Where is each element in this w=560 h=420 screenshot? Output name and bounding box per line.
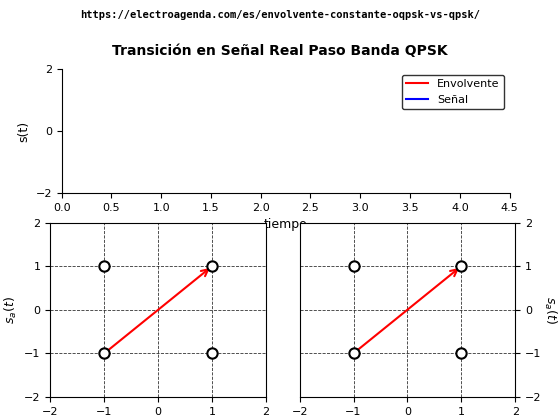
Point bbox=[208, 350, 217, 357]
X-axis label: tiempo: tiempo bbox=[264, 218, 307, 231]
Point bbox=[457, 350, 466, 357]
Y-axis label: $s_a(t)$: $s_a(t)$ bbox=[542, 296, 558, 324]
Point bbox=[208, 263, 217, 270]
Text: https://electroagenda.com/es/envolvente-constante-oqpsk-vs-qpsk/: https://electroagenda.com/es/envolvente-… bbox=[80, 10, 480, 21]
Y-axis label: s(t): s(t) bbox=[17, 121, 30, 142]
Y-axis label: $s_a(t)$: $s_a(t)$ bbox=[3, 296, 18, 324]
Point bbox=[100, 350, 109, 357]
Point bbox=[100, 263, 109, 270]
Legend: Envolvente, Señal: Envolvente, Señal bbox=[402, 75, 504, 109]
Point bbox=[349, 263, 358, 270]
Point bbox=[349, 350, 358, 357]
Text: Transición en Señal Real Paso Banda QPSK: Transición en Señal Real Paso Banda QPSK bbox=[112, 44, 448, 58]
Point bbox=[457, 263, 466, 270]
